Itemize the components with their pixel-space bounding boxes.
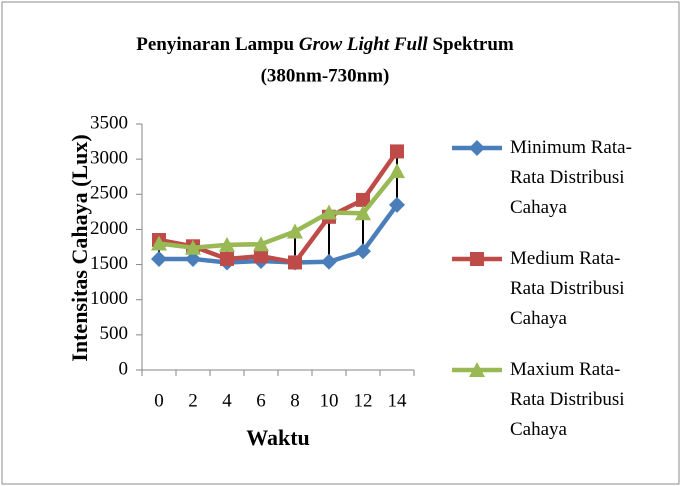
marker <box>355 205 371 221</box>
y-tick-label: 2500 <box>90 183 128 204</box>
series-line <box>158 169 399 250</box>
x-tick-label: 8 <box>290 390 300 411</box>
marker <box>321 204 337 220</box>
marker <box>151 250 167 267</box>
x-tick-label: 10 <box>320 390 339 411</box>
y-axis-label: Intensitas Cahaya (Lux) <box>67 134 92 361</box>
marker <box>355 243 371 260</box>
x-tick-label: 4 <box>222 390 232 411</box>
marker <box>185 239 201 255</box>
x-tick-label: 2 <box>188 390 198 411</box>
y-tick-label: 3000 <box>90 148 128 169</box>
marker <box>287 223 303 239</box>
y-tick-label: 2000 <box>90 218 128 239</box>
x-tick-label: 12 <box>354 390 373 411</box>
marker <box>321 253 337 270</box>
y-tick-label: 500 <box>100 323 129 344</box>
legend-label: Minimum Rata-Rata Distribusi Cahaya <box>510 137 632 218</box>
y-tick-label: 0 <box>119 358 129 379</box>
marker <box>356 192 370 207</box>
marker <box>469 362 485 377</box>
marker <box>469 140 485 156</box>
x-axis-label: Waktu <box>246 425 310 450</box>
y-tick-label: 3500 <box>90 112 128 133</box>
marker <box>151 235 167 251</box>
marker <box>253 236 269 252</box>
legend-label: Medium Rata-Rata Distribusi Cahaya <box>510 248 625 329</box>
marker <box>389 196 405 213</box>
marker <box>470 252 484 266</box>
marker <box>288 255 302 270</box>
title-part: Grow Light Full <box>299 34 429 55</box>
chart-title: Penyinaran Lampu Grow Light Full Spektru… <box>136 34 514 55</box>
x-tick-label: 6 <box>256 390 266 411</box>
marker <box>220 251 234 266</box>
y-tick-label: 1000 <box>90 288 128 309</box>
marker <box>185 250 201 267</box>
legend-label: Maxium Rata-Rata Distribusi Cahaya <box>510 359 625 440</box>
title-part: Penyinaran Lampu <box>136 34 299 55</box>
x-tick-label: 14 <box>388 390 408 411</box>
marker <box>254 249 268 264</box>
marker <box>390 144 404 159</box>
y-tick-label: 1500 <box>90 253 128 274</box>
chart-subtitle: (380nm-730nm) <box>261 65 390 86</box>
marker <box>219 236 235 252</box>
marker <box>389 163 405 179</box>
x-tick-label: 0 <box>154 390 164 411</box>
title-part: Spektrum <box>428 34 514 55</box>
